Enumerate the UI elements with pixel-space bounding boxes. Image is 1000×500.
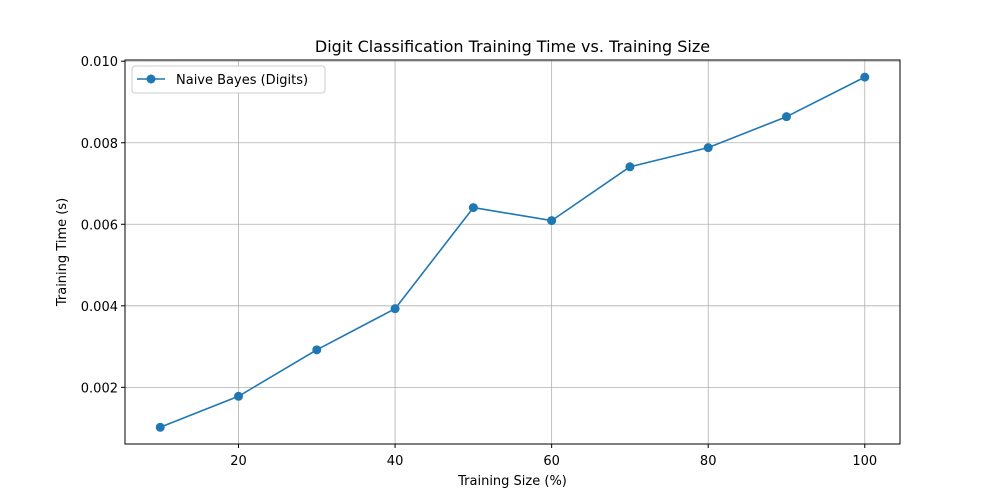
- data-point: [625, 162, 635, 172]
- data-point: [703, 143, 713, 153]
- y-tick-label: 0.008: [81, 137, 118, 152]
- legend-marker: [146, 74, 156, 84]
- y-tick-label: 0.010: [81, 55, 118, 70]
- data-point: [234, 391, 244, 401]
- grid: [125, 60, 900, 444]
- data-point: [468, 203, 478, 213]
- data-point: [547, 216, 557, 226]
- series-layer: [155, 72, 870, 432]
- y-axis: 0.002 0.004 0.006 0.008 0.010: [81, 55, 125, 396]
- y-tick-label: 0.004: [81, 300, 118, 315]
- x-tick-label: 80: [700, 454, 717, 469]
- y-tick-label: 0.002: [81, 381, 118, 396]
- data-point: [155, 422, 165, 432]
- series-line: [159, 76, 866, 429]
- x-tick-label: 100: [852, 454, 877, 469]
- data-point: [312, 345, 322, 355]
- plot-area: [124, 59, 901, 445]
- data-point: [860, 72, 870, 82]
- x-tick-label: 60: [543, 454, 560, 469]
- y-axis-label: Training Time (s): [55, 198, 70, 307]
- y-tick-label: 0.006: [81, 218, 118, 233]
- chart-title: Digit Classification Training Time vs. T…: [315, 37, 710, 56]
- legend-box: [131, 65, 326, 94]
- x-tick-label: 40: [387, 454, 404, 469]
- data-point: [390, 304, 400, 314]
- legend-label: Naive Bayes (Digits): [176, 73, 308, 88]
- x-axis-label: Training Size (%): [457, 474, 567, 489]
- legend: Naive Bayes (Digits): [131, 65, 326, 94]
- x-tick-label: 20: [230, 454, 247, 469]
- data-point: [781, 112, 791, 122]
- x-axis: 20 40 60 80 100: [230, 444, 877, 469]
